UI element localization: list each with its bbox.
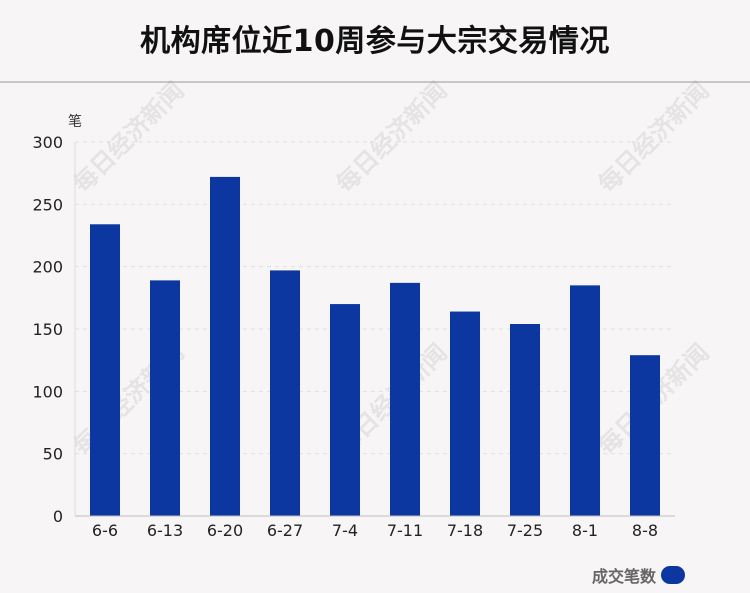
bar-7-4 (330, 304, 360, 516)
y-tick-label: 0 (53, 507, 63, 526)
x-tick-label: 8-1 (572, 521, 598, 540)
x-tick-label: 7-4 (332, 521, 358, 540)
bar-7-25 (510, 324, 540, 516)
bar-7-18 (450, 311, 480, 516)
bar-6-27 (270, 270, 300, 516)
x-tick-label: 8-8 (632, 521, 658, 540)
y-tick-label: 100 (32, 382, 63, 401)
x-tick-label: 7-18 (447, 521, 483, 540)
y-tick-label: 200 (32, 258, 63, 277)
y-tick-label: 50 (43, 445, 63, 464)
bar-6-20 (210, 176, 240, 516)
x-tick-label: 6-20 (207, 521, 243, 540)
y-tick-label: 150 (32, 320, 63, 339)
bar-6-6 (90, 224, 120, 516)
bar-6-13 (150, 280, 180, 516)
chart-title: 机构席位近10周参与大宗交易情况 (140, 24, 610, 59)
title-divider (0, 81, 750, 83)
x-axis-ticks: 6-6 6-13 6-20 6-27 7-4 7-11 7-18 7-25 8-1 8-8 (92, 521, 658, 540)
y-axis-unit-label: 笔 (68, 114, 82, 130)
bar-8-1 (570, 285, 600, 516)
x-tick-label: 7-25 (507, 521, 543, 540)
x-tick-label: 7-11 (387, 521, 423, 540)
legend: 成交笔数 (592, 563, 686, 587)
x-tick-label: 6-27 (267, 521, 303, 540)
y-tick-label: 250 (32, 195, 63, 214)
y-axis-ticks: 0 50 100 150 200 250 300 (32, 133, 63, 526)
bars (90, 176, 660, 516)
x-tick-label: 6-6 (92, 521, 118, 540)
x-tick-label: 6-13 (147, 521, 183, 540)
legend-swatch (661, 566, 686, 584)
bar-8-8 (630, 355, 660, 516)
y-tick-label: 300 (32, 133, 63, 152)
legend-label: 成交笔数 (592, 567, 657, 586)
bar-7-11 (390, 282, 420, 516)
